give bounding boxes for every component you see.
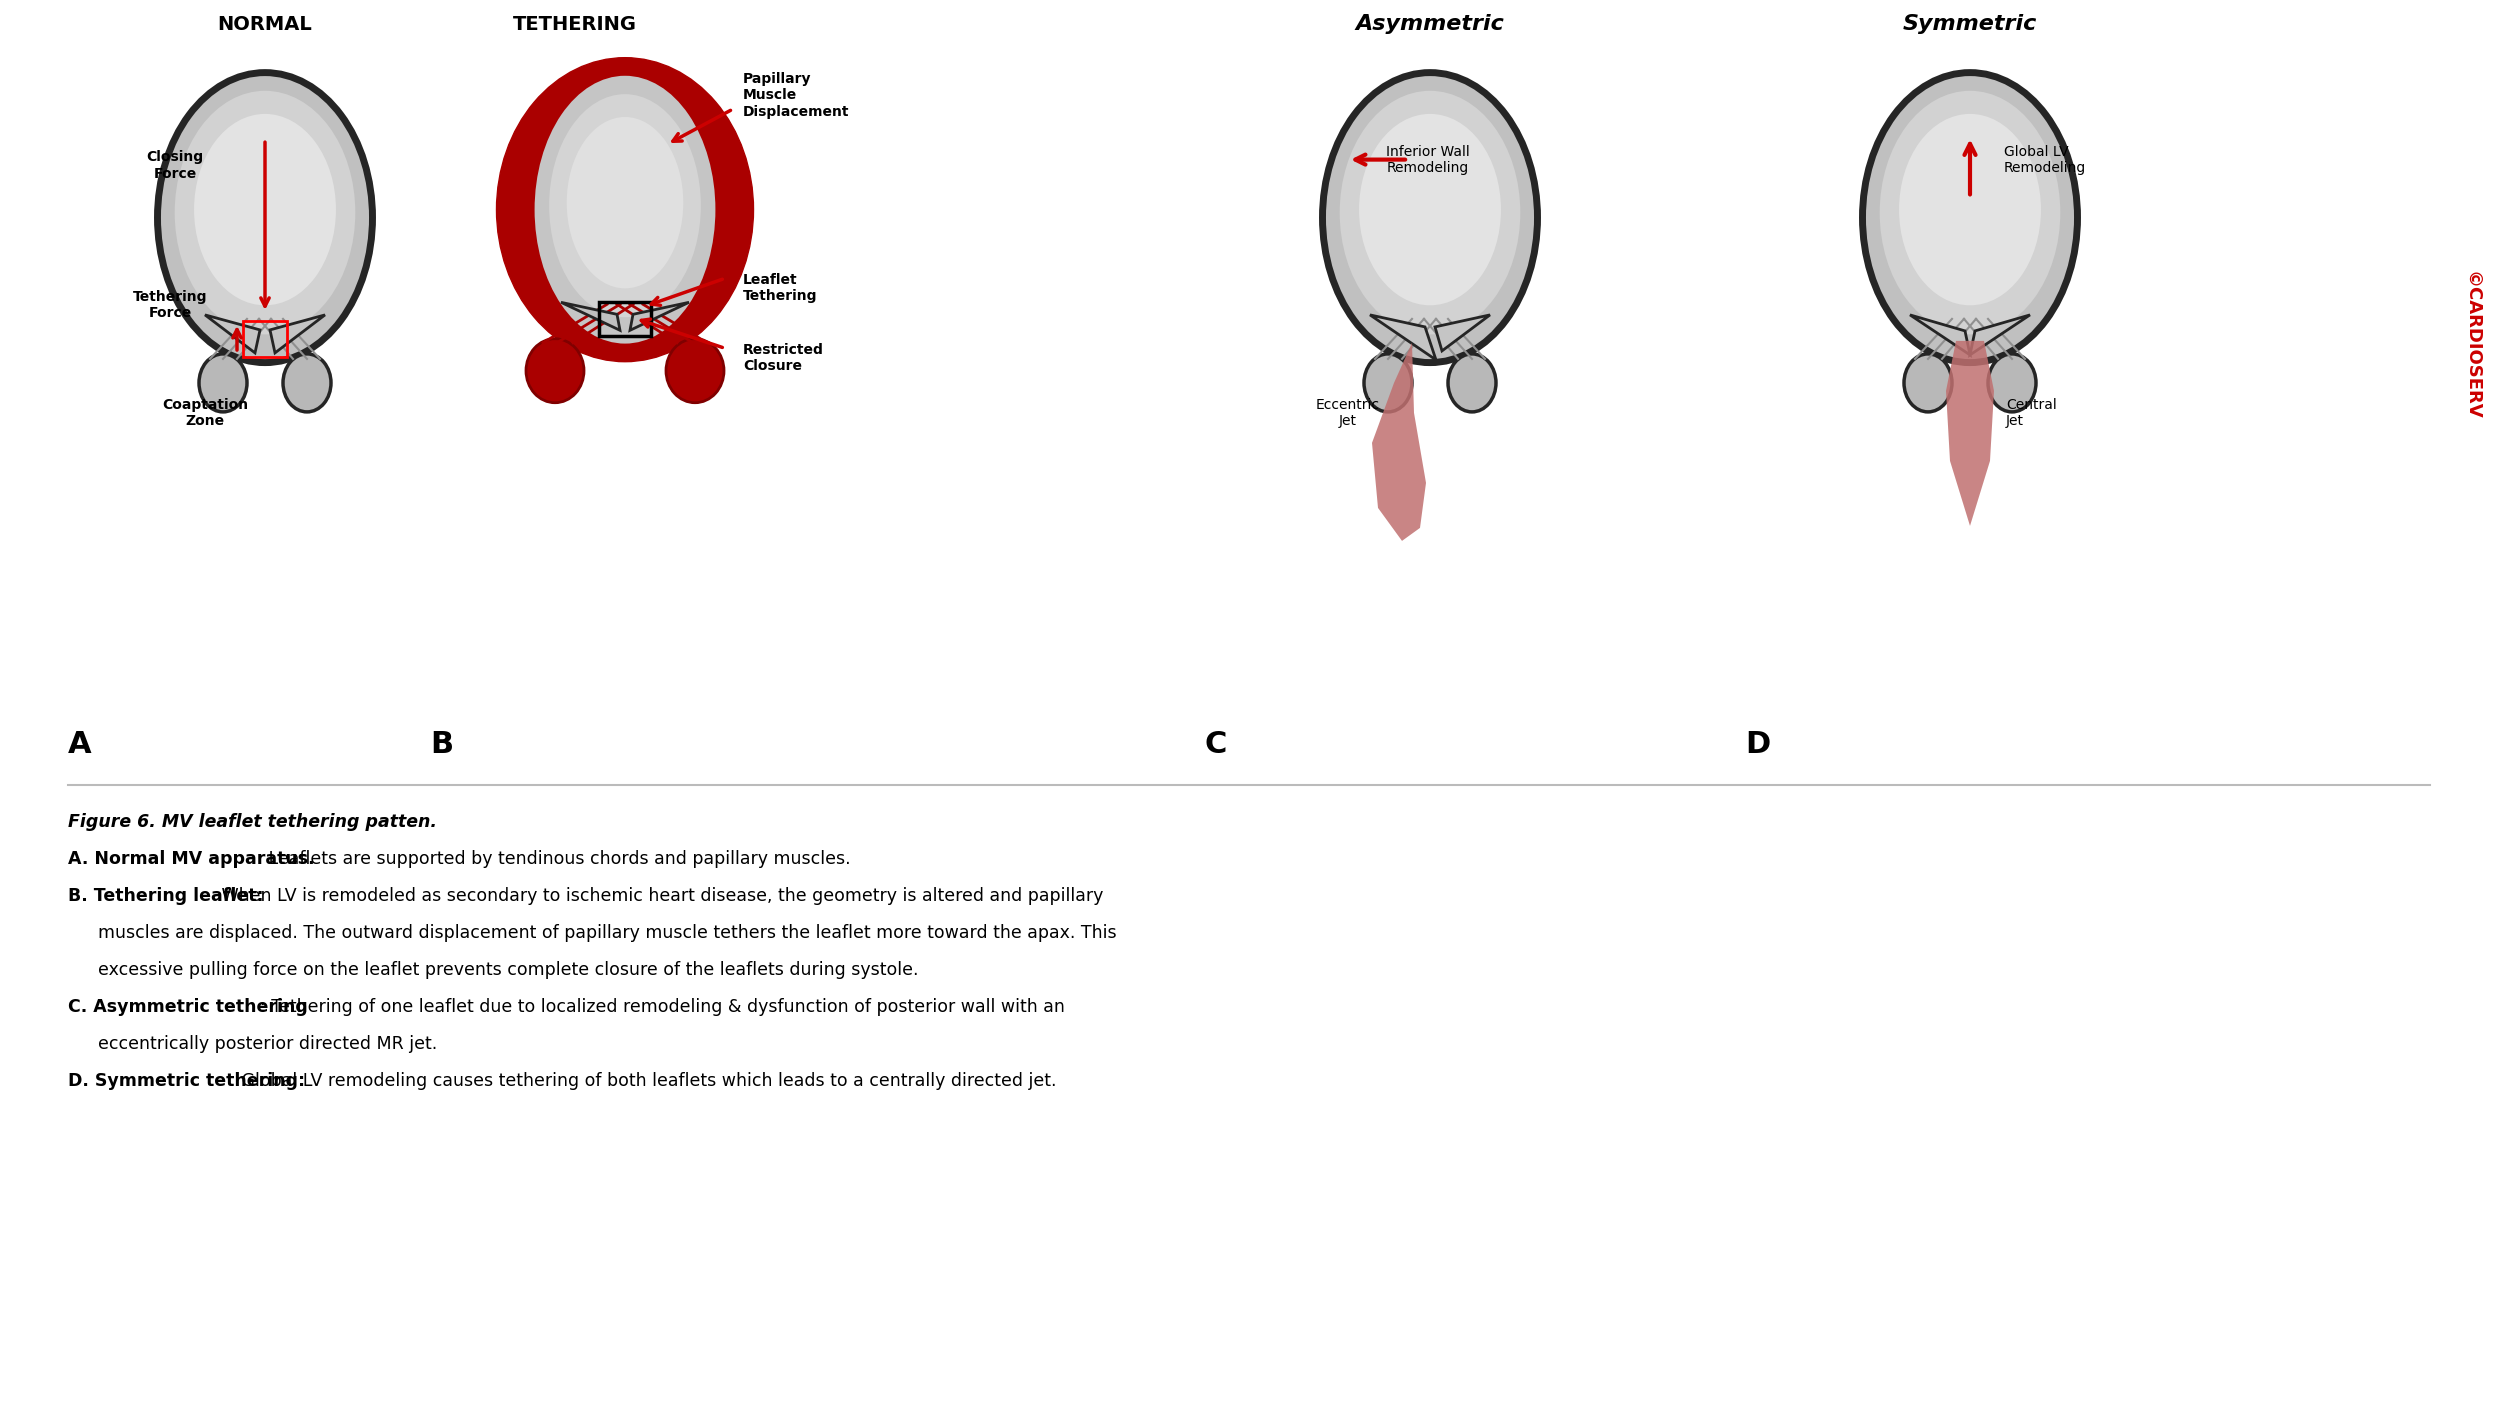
Text: Closing
Force: Closing Force [148,150,202,181]
Text: muscles are displaced. The outward displacement of papillary muscle tethers the : muscles are displaced. The outward displ… [98,923,1118,942]
Polygon shape [1945,341,1995,526]
Polygon shape [630,302,690,331]
Ellipse shape [1340,91,1520,335]
Ellipse shape [550,94,700,318]
Ellipse shape [200,353,248,412]
Ellipse shape [498,57,752,362]
Ellipse shape [1905,353,1952,412]
Text: Figure 6. MV leaflet tethering patten.: Figure 6. MV leaflet tethering patten. [68,814,438,831]
Ellipse shape [1900,114,2040,305]
Text: Inferior Wall
Remodeling: Inferior Wall Remodeling [1385,144,1470,175]
Text: C: C [1205,730,1228,760]
Ellipse shape [525,339,585,403]
Text: C. Asymmetric tethering: C. Asymmetric tethering [68,997,308,1016]
Text: Coaptation
Zone: Coaptation Zone [162,398,248,428]
Text: Global LV
Remodeling: Global LV Remodeling [2005,144,2085,175]
Ellipse shape [1365,353,1412,412]
Text: A: A [68,730,92,760]
Polygon shape [1372,343,1425,542]
Ellipse shape [1988,353,2035,412]
Ellipse shape [1448,353,1495,412]
Text: Global LV remodeling causes tethering of both leaflets which leads to a centrall: Global LV remodeling causes tethering of… [235,1072,1058,1090]
Text: eccentrically posterior directed MR jet.: eccentrically posterior directed MR jet. [98,1035,437,1053]
Ellipse shape [532,74,718,346]
Polygon shape [1370,315,1435,361]
Ellipse shape [1862,73,2078,362]
Text: B. Tethering leaflet:: B. Tethering leaflet: [68,886,262,905]
Ellipse shape [282,353,330,412]
Text: D: D [1745,730,1770,760]
Text: Restricted
Closure: Restricted Closure [742,343,825,373]
Text: A. Normal MV apparatus.: A. Normal MV apparatus. [68,849,315,868]
Ellipse shape [1322,73,1538,362]
Text: D. Symmetric tethering:: D. Symmetric tethering: [68,1072,305,1090]
Text: Eccentric
Jet: Eccentric Jet [1315,398,1380,428]
Text: Leaflet
Tethering: Leaflet Tethering [742,274,818,304]
Polygon shape [560,302,620,331]
Bar [600,302,650,336]
Text: excessive pulling force on the leaflet prevents complete closure of the leaflets: excessive pulling force on the leaflet p… [98,960,918,979]
Text: Papillary
Muscle
Displacement: Papillary Muscle Displacement [742,73,850,118]
Text: Asymmetric: Asymmetric [1355,14,1505,34]
Text: Tethering
Force: Tethering Force [132,289,208,321]
Ellipse shape [665,339,725,403]
Bar [242,321,288,356]
Polygon shape [270,315,325,353]
Ellipse shape [195,114,335,305]
Text: When LV is remodeled as secondary to ischemic heart disease, the geometry is alt: When LV is remodeled as secondary to isc… [215,886,1102,905]
Ellipse shape [158,73,372,362]
Text: TETHERING: TETHERING [512,16,638,34]
Text: ©CARDIOSERV: ©CARDIOSERV [2462,271,2480,419]
Text: Central
Jet: Central Jet [2005,398,2058,428]
Polygon shape [1970,315,2030,355]
Text: B: B [430,730,452,760]
Text: : Tethering of one leaflet due to localized remodeling & dysfunction of posterio: : Tethering of one leaflet due to locali… [260,997,1065,1016]
Ellipse shape [1360,114,1500,305]
Ellipse shape [175,91,355,335]
Text: Leaflets are supported by tendinous chords and papillary muscles.: Leaflets are supported by tendinous chor… [262,849,850,868]
Ellipse shape [1880,91,2060,335]
Ellipse shape [568,117,682,288]
Polygon shape [1910,315,1970,355]
Polygon shape [1435,315,1490,351]
Text: NORMAL: NORMAL [217,16,312,34]
Text: Symmetric: Symmetric [1902,14,2037,34]
Polygon shape [205,315,260,353]
